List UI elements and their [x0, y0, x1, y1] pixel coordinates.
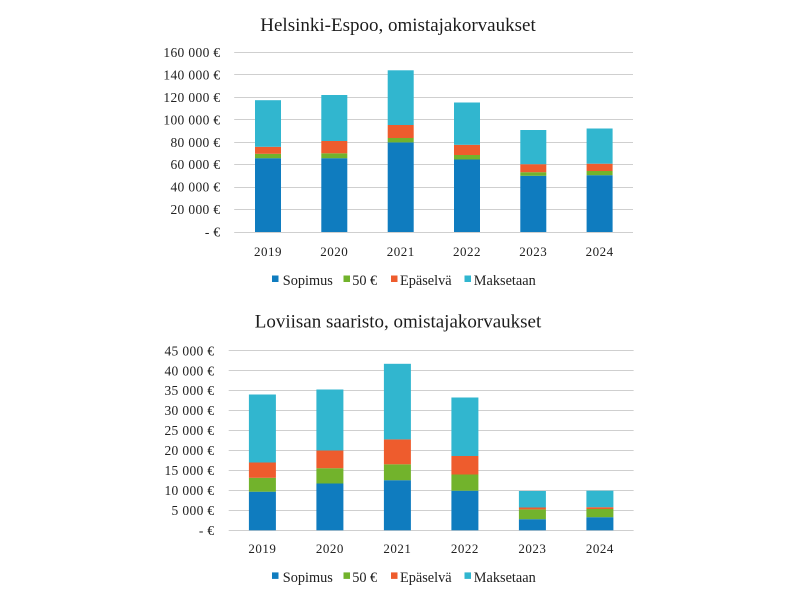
svg-text:50 €: 50 €: [352, 273, 377, 289]
svg-text:- €: - €: [199, 523, 215, 538]
svg-text:2020: 2020: [316, 541, 344, 556]
svg-text:120 000 €: 120 000 €: [163, 90, 220, 105]
svg-text:2019: 2019: [254, 244, 282, 259]
svg-text:5 000 €: 5 000 €: [172, 503, 215, 518]
svg-text:60 000 €: 60 000 €: [170, 157, 220, 172]
svg-text:40 000 €: 40 000 €: [170, 180, 220, 195]
svg-text:Epäselvä: Epäselvä: [400, 273, 452, 289]
svg-text:2023: 2023: [518, 541, 546, 556]
svg-text:160 000 €: 160 000 €: [163, 45, 220, 60]
svg-text:45 000 €: 45 000 €: [164, 343, 214, 358]
svg-text:Helsinki-Espoo, omistajakorvau: Helsinki-Espoo, omistajakorvaukset: [260, 15, 536, 36]
svg-text:2019: 2019: [248, 541, 276, 556]
svg-text:50 €: 50 €: [352, 570, 377, 586]
svg-text:Sopimus: Sopimus: [283, 273, 333, 289]
svg-text:25 000 €: 25 000 €: [164, 423, 214, 438]
svg-text:2020: 2020: [320, 244, 348, 259]
svg-text:20 000 €: 20 000 €: [170, 202, 220, 217]
svg-text:2021: 2021: [383, 541, 411, 556]
svg-text:Maksetaan: Maksetaan: [474, 273, 536, 289]
svg-text:30 000 €: 30 000 €: [164, 403, 214, 418]
svg-text:2024: 2024: [586, 244, 614, 259]
svg-text:35 000 €: 35 000 €: [164, 383, 214, 398]
svg-text:15 000 €: 15 000 €: [164, 463, 214, 478]
svg-text:Epäselvä: Epäselvä: [400, 570, 452, 586]
svg-text:- €: - €: [205, 225, 221, 240]
svg-text:80 000 €: 80 000 €: [170, 135, 220, 150]
svg-text:2023: 2023: [519, 244, 547, 259]
svg-text:2021: 2021: [387, 244, 415, 259]
svg-text:40 000 €: 40 000 €: [164, 363, 214, 378]
svg-text:2022: 2022: [451, 541, 479, 556]
svg-text:20 000 €: 20 000 €: [164, 443, 214, 458]
svg-text:140 000 €: 140 000 €: [163, 67, 220, 82]
svg-text:Sopimus: Sopimus: [283, 570, 333, 586]
svg-text:100 000 €: 100 000 €: [163, 112, 220, 127]
svg-text:10 000 €: 10 000 €: [164, 483, 214, 498]
svg-text:2022: 2022: [453, 244, 481, 259]
svg-text:2024: 2024: [586, 541, 614, 556]
svg-text:Loviisan saaristo, omistajakor: Loviisan saaristo, omistajakorvaukset: [255, 312, 542, 333]
svg-text:Maksetaan: Maksetaan: [474, 570, 536, 586]
